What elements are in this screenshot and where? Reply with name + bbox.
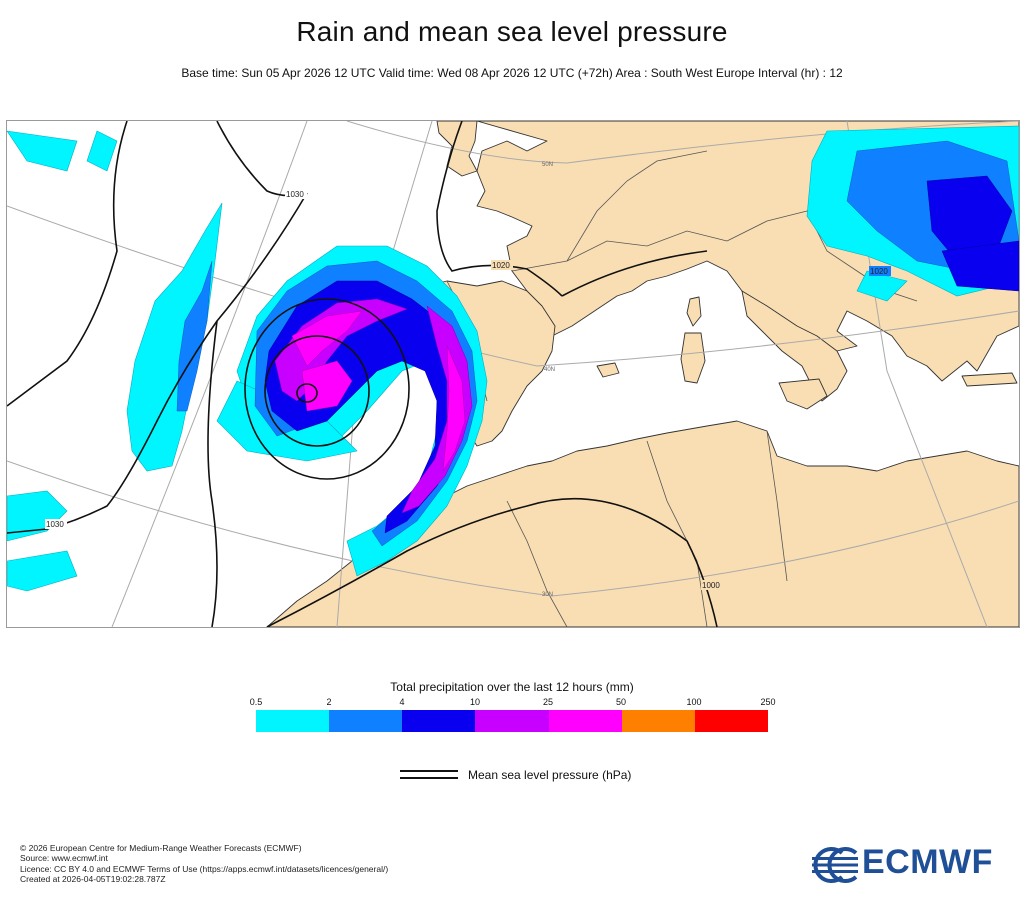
land-sicily — [778, 378, 828, 410]
legend-tick: 10 — [469, 697, 481, 707]
colorbar-segment — [694, 710, 768, 732]
land-crete — [961, 372, 1018, 387]
ecmwf-logo-icon — [812, 847, 858, 883]
graticule-label: 30N — [542, 592, 553, 598]
ecmwf-logo-text: ECMWF — [862, 843, 993, 881]
legend-tick: 2 — [326, 697, 332, 707]
legend-tick: 250 — [760, 697, 776, 707]
legend-tick: 100 — [686, 697, 702, 707]
isobar-label: 1000 — [702, 581, 720, 590]
precip-colorbar — [256, 710, 768, 732]
colorbar-segment — [329, 710, 403, 732]
isobar-label: 1030 — [286, 190, 304, 199]
footer-line: Source: www.ecmwf.int — [20, 853, 108, 864]
graticule-label: 50N — [542, 162, 553, 168]
isobar-label: 1020 — [870, 267, 888, 276]
land-corsica — [686, 296, 702, 327]
mslp-legend-label: Mean sea level pressure (hPa) — [468, 768, 632, 782]
legend-tick: 50 — [615, 697, 627, 707]
land-italy — [741, 290, 848, 402]
colorbar-segment — [402, 710, 476, 732]
isobar-labels: 1030 1030 1020 1020 1000 — [45, 189, 891, 590]
colorbar-segment — [548, 710, 622, 732]
legend-tick: 0.5 — [249, 697, 263, 707]
isobar-label: 1030 — [46, 520, 64, 529]
colorbar-segment — [621, 710, 695, 732]
footer-line: Licence: CC BY 4.0 and ECMWF Terms of Us… — [20, 863, 389, 874]
legend-title: Total precipitation over the last 12 hou… — [390, 680, 634, 694]
land-sardinia — [680, 332, 706, 384]
land-uk — [436, 121, 478, 177]
graticule-label: 40N — [544, 367, 555, 373]
graticule-labels: 50N 40N 30N — [542, 162, 555, 598]
chart-subtitle: Base time: Sun 05 Apr 2026 12 UTC Valid … — [181, 66, 843, 80]
footer-line: © 2026 European Centre for Medium-Range … — [20, 843, 302, 853]
isobar-label: 1020 — [492, 261, 510, 270]
land-balearics — [596, 362, 620, 378]
isobars — [7, 121, 718, 627]
chart-title: Rain and mean sea level pressure — [296, 16, 728, 47]
ecmwf-logo[interactable]: ECMWF — [812, 843, 1006, 885]
legend-tick: 25 — [542, 697, 554, 707]
footer-line: Created at 2026-04-05T19:02:28.787Z — [20, 873, 166, 884]
legend-tick: 4 — [399, 697, 405, 707]
colorbar-segment — [256, 710, 330, 732]
colorbar-segment — [475, 710, 549, 732]
graticule — [7, 121, 1019, 627]
footer-credits: © 2026 European Centre for Medium-Range … — [20, 843, 388, 884]
map-panel[interactable]: 1030 1030 1020 1020 1000 50N 40N 30N — [6, 120, 1020, 628]
map-canvas: 1030 1030 1020 1020 1000 50N 40N 30N — [7, 121, 1019, 627]
